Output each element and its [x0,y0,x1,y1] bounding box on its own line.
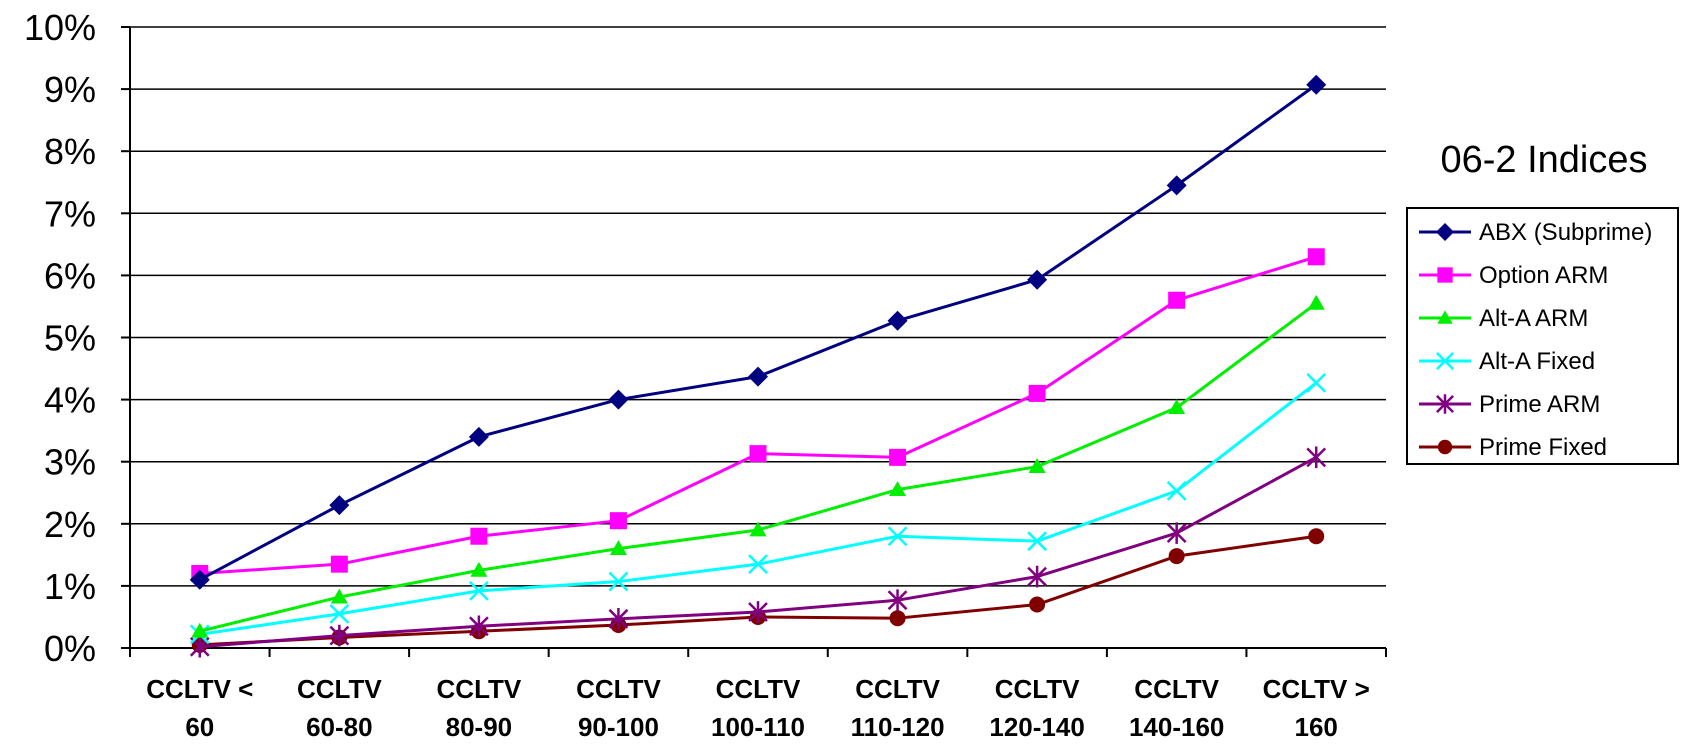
data-point [330,555,348,573]
data-point [189,569,210,590]
series [189,446,1327,658]
data-point [329,624,350,647]
data-point [470,527,488,545]
x-tick-label: CCLTV 60-80 [297,674,382,742]
data-point [1168,548,1185,565]
data-point [608,389,629,410]
data-point [609,512,627,530]
y-tick-label: 1% [44,566,96,607]
y-tick-label: 6% [44,255,96,296]
legend-entry: Prime ARM [1419,391,1600,418]
data-point [1308,528,1325,545]
data-point [191,622,209,638]
x-tick-label: CCLTV 140-160 [1129,674,1224,742]
series [189,74,1327,590]
legend-swatch-marker [1437,310,1453,324]
data-point [1306,446,1327,469]
y-tick-label: 0% [44,628,96,669]
gridlines [130,26,1386,587]
data-point [748,601,768,623]
y-tick-label: 10% [24,7,96,48]
data-point [609,540,627,556]
x-tick-label: CCLTV <60 [146,674,253,742]
data-point [748,554,768,575]
legend-entry: Alt-A Fixed [1419,348,1595,375]
y-tick-label: 8% [44,131,96,172]
legend-swatch-marker [1437,439,1453,455]
data-point [887,589,908,611]
data-point [330,588,348,604]
x-tick-label: CCLTV 100-110 [711,674,805,742]
y-tick-label: 2% [44,504,96,545]
data-point [1168,291,1186,309]
x-tick-label: CCLTV 90-100 [576,674,661,742]
legend-label: Alt-A Fixed [1479,348,1595,375]
data-point [1306,372,1327,393]
y-tick-label: 7% [44,193,96,234]
legend-label: ABX (Subprime) [1479,219,1652,246]
data-point [1028,458,1046,474]
y-axis-ticks: 0% 1% 2% 3% 4% 5% 6% 7% 8% 9% 10% [24,7,130,669]
data-point [329,495,350,516]
legend-entry: ABX (Subprime) [1419,219,1652,246]
y-tick-label: 4% [44,380,96,421]
x-tick-label: CCLTV >160 [1263,674,1370,742]
data-point [468,426,489,447]
data-point [1028,384,1046,402]
series [191,248,1325,582]
x-axis-ticks: CCLTV <60 CCLTV 60-80 CCLTV 80-90 CCLTV 90-100… [129,648,1387,742]
y-tick-label: 3% [44,442,96,483]
data-point [1027,531,1047,552]
data-point [887,310,908,331]
data-point [329,603,350,624]
legend-entry: Prime Fixed [1419,434,1607,461]
data-point [1027,269,1048,290]
legend-label: Prime ARM [1479,391,1600,418]
legend-swatch-marker [1436,394,1454,414]
data-point [469,615,489,638]
data-point [1307,294,1325,310]
legend-entry: Option ARM [1419,262,1608,289]
legend: ABX (Subprime) Option ARM Alt-A ARM Alt-A F… [1406,207,1679,465]
data-point [1307,248,1325,266]
series-lines [189,74,1327,658]
data-point [889,448,907,466]
data-point [608,608,629,630]
data-point [889,481,907,497]
legend-swatch-marker [1436,352,1454,370]
data-point [1027,565,1047,588]
data-point [469,580,489,601]
data-point [889,610,906,627]
y-tick-label: 5% [44,318,96,359]
legend-title: 06-2 Indices [1440,139,1647,181]
data-point [1168,399,1186,415]
data-point [887,526,908,547]
legend-label: Prime Fixed [1479,434,1607,461]
x-tick-label: CCLTV 110-120 [851,674,945,742]
legend-label: Option ARM [1479,262,1608,289]
x-tick-label: CCLTV 80-90 [437,674,522,742]
series [191,294,1325,638]
data-point [608,571,629,592]
data-point [1029,596,1046,613]
series-line [199,83,1318,582]
data-point [749,521,767,537]
data-point [749,445,767,463]
data-point [1166,175,1187,196]
data-point [1306,74,1327,95]
data-point [1166,522,1187,544]
legend-box [1406,207,1679,465]
series-line [199,302,1318,633]
y-tick-label: 9% [44,69,96,110]
legend-entry: Alt-A ARM [1419,305,1588,332]
legend-swatch-marker [1437,267,1453,283]
legend-label: Alt-A ARM [1479,305,1588,332]
data-point [1166,481,1187,501]
data-point [748,366,768,387]
legend-swatch-marker [1436,223,1454,241]
x-tick-label: CCLTV 120-140 [989,674,1084,742]
data-point [470,561,488,577]
